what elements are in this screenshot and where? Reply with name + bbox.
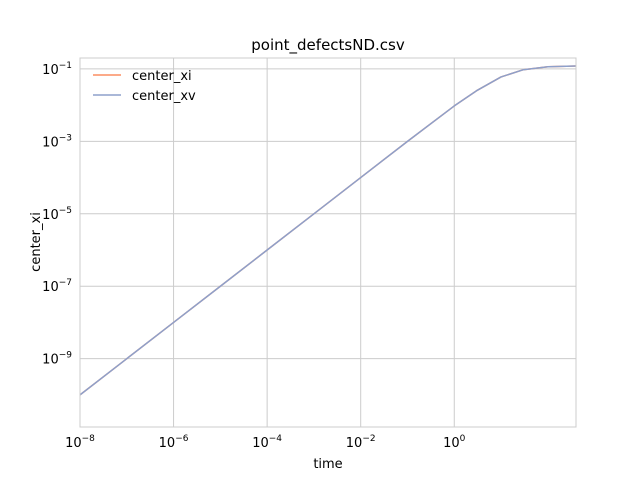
x-tick-exponent: 0 [460,434,466,444]
x-tick-label: 10−8 [65,434,95,451]
x-tick-label: 100 [443,434,466,451]
y-tick-base: 10 [42,353,59,368]
y-tick-exponent: −1 [59,61,72,71]
y-tick-exponent: −5 [59,206,72,216]
legend-label: center_xv [132,89,196,104]
legend: center_xi center_xv [93,69,196,104]
chart-title: point_defectsND.csv [251,36,405,55]
y-tick-exponent: −9 [59,351,73,361]
y-tick-label: 10−7 [42,278,72,295]
x-tick-label: 10−4 [252,434,282,451]
x-tick-exponent: −6 [175,434,189,444]
y-tick-exponent: −7 [59,278,72,288]
x-tick-exponent: −8 [82,434,96,444]
y-tick-exponent: −3 [59,133,72,143]
x-tick-base: 10 [252,436,269,451]
y-tick-label: 10−5 [42,206,72,223]
x-tick-label: 10−2 [346,434,376,451]
y-tick-label: 10−3 [42,133,72,150]
y-tick-labels: 10−910−710−510−310−1 [42,61,72,368]
x-tick-base: 10 [65,436,82,451]
series-line-center-xv [79,65,577,396]
x-tick-exponent: −4 [269,434,283,444]
x-tick-labels: 10−8 10−6 10−4 10−2 100 [65,434,466,451]
y-tick-base: 10 [42,208,59,223]
series-line-center-xi [79,65,577,396]
x-tick-exponent: −2 [362,434,375,444]
x-tick-base: 10 [346,436,363,451]
series-layer [79,65,577,396]
y-tick-base: 10 [42,280,59,295]
y-tick-base: 10 [42,63,59,78]
y-axis-label: center_xi [29,212,44,272]
y-tick-base: 10 [42,135,59,150]
x-tick-label: 10−6 [159,434,189,451]
x-tick-base: 10 [443,436,460,451]
y-tick-label: 10−1 [42,61,72,78]
x-tick-base: 10 [159,436,176,451]
grid [79,58,576,427]
y-tick-label: 10−9 [42,351,72,368]
plot-frame [79,57,577,428]
legend-label: center_xi [132,69,192,84]
x-axis-label: time [313,457,342,472]
